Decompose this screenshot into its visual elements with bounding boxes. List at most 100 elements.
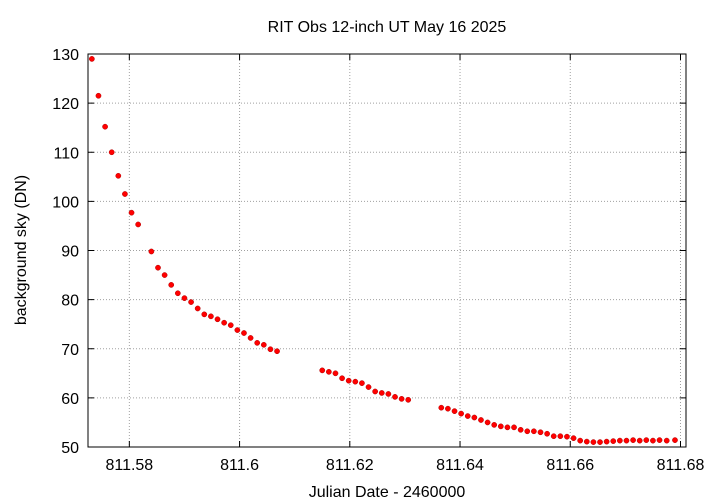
data-point bbox=[630, 437, 636, 443]
data-point bbox=[504, 424, 511, 431]
data-point bbox=[590, 439, 597, 445]
data-point bbox=[95, 92, 102, 99]
y-axis-title: background sky (DN) bbox=[13, 175, 30, 325]
data-point bbox=[650, 437, 656, 444]
data-point bbox=[597, 439, 603, 445]
x-tick-label: 811.66 bbox=[546, 457, 594, 474]
data-point bbox=[610, 438, 617, 444]
data-point bbox=[274, 348, 280, 355]
y-tick-labels: 50 60 70 80 90 100 110 120 130 bbox=[52, 47, 79, 457]
data-point bbox=[564, 433, 570, 440]
data-point bbox=[550, 433, 557, 440]
data-point bbox=[445, 405, 451, 412]
data-point bbox=[89, 56, 95, 62]
data-point bbox=[260, 341, 267, 348]
y-tick-label: 90 bbox=[61, 244, 79, 261]
data-point bbox=[174, 290, 181, 297]
data-point bbox=[241, 330, 247, 336]
data-point bbox=[359, 380, 365, 386]
grid-lines bbox=[88, 53, 686, 448]
y-tick-label: 80 bbox=[61, 293, 79, 310]
data-point bbox=[227, 322, 234, 329]
data-point bbox=[208, 313, 214, 320]
data-point bbox=[161, 272, 168, 278]
data-point bbox=[392, 394, 398, 400]
data-point bbox=[398, 396, 405, 402]
data-point bbox=[345, 377, 352, 384]
data-point bbox=[617, 437, 623, 444]
data-point bbox=[656, 437, 663, 443]
data-point bbox=[511, 424, 517, 431]
data-point bbox=[135, 221, 141, 228]
data-point bbox=[672, 437, 678, 443]
data-point bbox=[583, 438, 590, 445]
data-point bbox=[524, 428, 531, 435]
data-point bbox=[332, 370, 339, 377]
data-point bbox=[194, 305, 201, 312]
data-point bbox=[537, 429, 544, 436]
data-point bbox=[128, 209, 135, 216]
data-point bbox=[372, 388, 378, 395]
y-tick-label: 100 bbox=[52, 194, 79, 211]
data-point bbox=[458, 410, 464, 417]
data-points bbox=[89, 56, 678, 445]
data-point bbox=[102, 123, 108, 130]
data-point bbox=[464, 413, 471, 419]
data-point bbox=[352, 378, 359, 385]
y-tick-label: 70 bbox=[61, 342, 79, 359]
x-tick-label: 811.6 bbox=[220, 457, 259, 474]
data-point bbox=[108, 149, 115, 156]
data-point bbox=[497, 423, 504, 430]
data-point bbox=[221, 319, 227, 326]
data-point bbox=[181, 295, 188, 301]
data-point bbox=[247, 335, 254, 341]
y-tick-label: 110 bbox=[53, 145, 79, 162]
data-point bbox=[636, 437, 643, 444]
x-tick-label: 811.62 bbox=[326, 457, 374, 474]
data-point bbox=[234, 327, 241, 333]
x-tick-label: 811.58 bbox=[105, 457, 153, 474]
data-point bbox=[577, 437, 584, 444]
data-point bbox=[155, 264, 161, 271]
data-point bbox=[148, 248, 155, 255]
data-point bbox=[122, 191, 128, 197]
data-point bbox=[214, 316, 221, 323]
data-point bbox=[531, 428, 537, 435]
axis-ticks bbox=[88, 53, 686, 448]
x-tick-label: 811.68 bbox=[657, 457, 705, 474]
x-axis-title: Julian Date - 2460000 bbox=[309, 484, 466, 501]
data-point bbox=[451, 408, 458, 414]
data-point bbox=[478, 417, 484, 423]
y-tick-label: 50 bbox=[61, 440, 79, 457]
data-point bbox=[339, 375, 345, 382]
y-tick-label: 120 bbox=[52, 96, 79, 113]
data-point bbox=[385, 391, 392, 397]
data-point bbox=[623, 437, 630, 444]
data-point bbox=[603, 438, 610, 445]
y-tick-label: 130 bbox=[52, 47, 79, 64]
data-point bbox=[115, 172, 122, 179]
data-point bbox=[663, 437, 670, 444]
data-point bbox=[267, 346, 274, 353]
x-tick-label: 811.64 bbox=[436, 457, 484, 474]
data-point bbox=[319, 367, 326, 374]
data-point bbox=[188, 299, 194, 305]
plot-frame bbox=[87, 53, 687, 448]
data-point bbox=[570, 435, 577, 442]
data-point bbox=[201, 311, 208, 318]
chart-title: RIT Obs 12-inch UT May 16 2025 bbox=[268, 19, 507, 36]
data-point bbox=[484, 419, 491, 426]
data-point bbox=[544, 430, 550, 437]
data-point bbox=[378, 390, 385, 396]
data-point bbox=[491, 422, 498, 428]
data-point bbox=[254, 340, 261, 346]
x-tick-labels: 811.58 811.6 811.62 811.64 811.66 811.68 bbox=[105, 457, 704, 474]
data-point bbox=[438, 404, 445, 411]
y-tick-label: 60 bbox=[61, 391, 79, 408]
data-point bbox=[643, 437, 650, 443]
data-point bbox=[405, 396, 412, 403]
data-point bbox=[365, 384, 372, 390]
data-point bbox=[557, 433, 564, 440]
data-point bbox=[168, 282, 175, 288]
